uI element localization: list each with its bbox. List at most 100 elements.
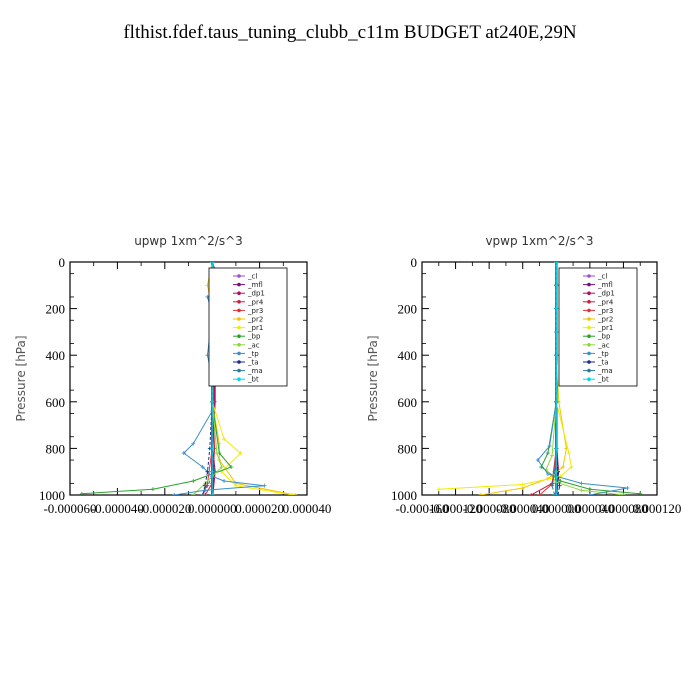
y-tick-label: 1000 xyxy=(391,488,417,503)
y-axis-label: Pressure [hPa] xyxy=(366,335,380,421)
legend-marker-pr4 xyxy=(237,300,241,304)
legend-label-pr2: _pr2 xyxy=(247,316,263,324)
series-point-bt xyxy=(210,399,215,404)
x-tick-label: -0.000160 xyxy=(395,501,448,516)
legend-label-bt: _bt xyxy=(247,376,259,384)
series-point-pr2 xyxy=(561,465,565,470)
series-point-pr1 xyxy=(222,437,227,442)
legend-label-ma: _ma xyxy=(597,367,613,375)
series-point-bt xyxy=(554,329,559,334)
legend-marker-ac xyxy=(237,343,241,347)
series-point-tp xyxy=(200,465,205,470)
series-point-bt xyxy=(554,446,559,451)
legend-marker-ma xyxy=(587,368,591,373)
x-tick-label: 0.000120 xyxy=(633,501,682,516)
legend-marker-tp xyxy=(587,351,591,356)
y-tick-label: 200 xyxy=(46,302,66,317)
legend-label-pr3: _pr3 xyxy=(247,307,263,315)
series-point-tp xyxy=(587,493,592,495)
x-tick-label: -0.000040 xyxy=(496,501,549,516)
series-point-bp xyxy=(638,491,643,495)
legend-marker-tp xyxy=(237,351,241,356)
legend-label-bp: _bp xyxy=(247,333,261,341)
series-point-pr4 xyxy=(203,493,208,495)
series-point-pr1 xyxy=(238,451,243,456)
series-point-bp xyxy=(191,479,196,484)
legend-label-pr2: _pr2 xyxy=(597,316,613,324)
y-tick-label: 800 xyxy=(398,441,418,456)
legend-box xyxy=(558,267,638,387)
series-point-tp xyxy=(172,493,177,495)
x-tick-label: -0.000020 xyxy=(138,501,191,516)
series-point-bt xyxy=(554,469,559,474)
y-tick-label: 600 xyxy=(398,395,418,410)
series-point-tp xyxy=(625,486,630,491)
series-point-bt xyxy=(554,399,559,404)
x-tick-label: -0.000060 xyxy=(43,501,96,516)
series-point-ac xyxy=(579,488,584,493)
y-tick-label: 400 xyxy=(398,348,418,363)
legend-label-pr4: _pr4 xyxy=(597,298,614,306)
legend: _cl_mfl_dp1_pr4_pr3_pr2_pr1_bp_ac_tp_ta_… xyxy=(208,267,288,387)
series-point-tp xyxy=(535,458,540,463)
series-point-pr1 xyxy=(436,487,441,492)
series-point-bt xyxy=(554,306,559,311)
y-tick-label: 200 xyxy=(398,302,418,317)
legend-label-ta: _ta xyxy=(597,359,609,367)
legend-label-ta: _ta xyxy=(247,359,259,367)
series-point-tp xyxy=(191,441,196,446)
series-point-pr1 xyxy=(290,493,295,495)
chart-title: upwp 1xm^2/s^3 xyxy=(134,234,243,248)
legend-label-pr4: _pr4 xyxy=(247,298,264,306)
x-tick-label: 0.000020 xyxy=(235,501,284,516)
series-point-bt xyxy=(554,353,559,358)
legend-marker-dp1 xyxy=(237,291,241,296)
series-point-ac xyxy=(219,465,224,470)
series-point-tp xyxy=(547,444,552,449)
legend-label-pr1: _pr1 xyxy=(597,324,613,332)
series-line-pr3 xyxy=(539,262,557,495)
x-tick-label: -0.000120 xyxy=(429,501,482,516)
legend-box xyxy=(208,267,288,387)
legend-label-cl: _cl xyxy=(597,273,607,281)
series-line-pr4 xyxy=(530,262,557,495)
page-title: flthist.fdef.taus_tuning_clubb_c11m BUDG… xyxy=(123,22,577,43)
x-tick-label: 0.000040 xyxy=(283,501,332,516)
y-tick-label: 800 xyxy=(46,441,66,456)
series-line-pr2 xyxy=(480,262,567,495)
series-point-bt xyxy=(554,493,559,495)
legend-marker-bp xyxy=(237,334,241,339)
legend-marker-ma xyxy=(237,368,241,373)
series-point-bt xyxy=(554,262,559,264)
series-point-tp xyxy=(222,479,227,484)
y-axis-label: Pressure [hPa] xyxy=(14,335,28,421)
legend-label-ac: _ac xyxy=(247,341,260,349)
x-tick-label: -0.000080 xyxy=(463,501,516,516)
series-point-pr1 xyxy=(569,465,574,470)
legend-marker-mfl xyxy=(587,282,591,287)
series-point-bt xyxy=(554,283,559,288)
series-point-tp xyxy=(262,483,267,488)
legend-marker-pr2 xyxy=(587,317,591,321)
series-point-ta xyxy=(555,493,560,495)
series-point-ma xyxy=(550,483,555,488)
legend-marker-pr1 xyxy=(587,325,591,330)
series-point-bp xyxy=(229,465,234,470)
chart-panel-2: vpwp 1xm^2/s^3 Pressure [hPa] 0 200 400 600 80… xyxy=(366,234,681,516)
series-point-bp xyxy=(150,487,155,492)
y-tick-label: 0 xyxy=(59,255,66,270)
series-point-ac xyxy=(214,451,219,456)
series-point-bp xyxy=(545,451,550,456)
y-tick-label: 600 xyxy=(46,395,66,410)
series-point-ma xyxy=(552,493,557,495)
series-point-pr3 xyxy=(537,493,542,495)
legend-marker-dp1 xyxy=(587,291,591,296)
series-point-bp xyxy=(587,487,592,492)
x-tick-label: 0.000000 xyxy=(532,501,581,516)
chart-title: vpwp 1xm^2/s^3 xyxy=(485,234,593,248)
series-point-tp xyxy=(181,451,186,456)
series-point-pr2 xyxy=(293,493,298,495)
legend-marker-pr4 xyxy=(587,300,591,304)
series-point-pr2 xyxy=(478,493,483,495)
